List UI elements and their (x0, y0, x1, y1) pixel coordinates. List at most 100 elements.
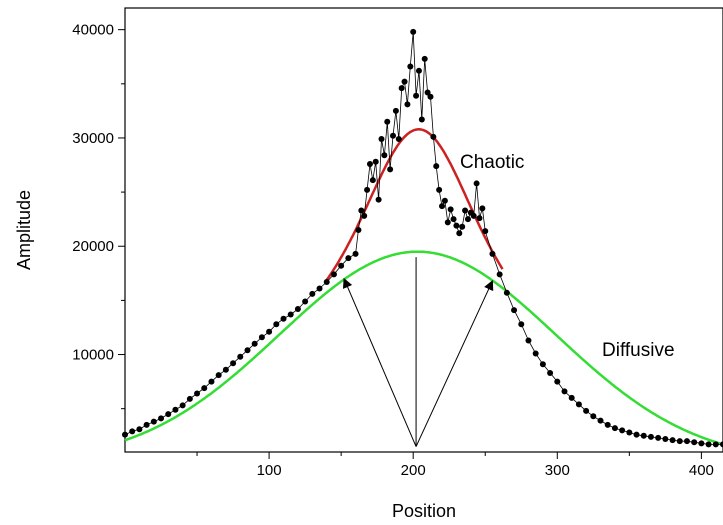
y-tick-label: 20000 (72, 238, 114, 255)
data-point (398, 85, 405, 92)
data-point (395, 136, 402, 143)
data-point (158, 415, 165, 422)
diffusive-fit-curve (124, 250, 723, 446)
data-point (633, 431, 640, 438)
data-point (430, 133, 437, 140)
data-point (364, 186, 371, 193)
data-point (532, 350, 539, 357)
data-point (361, 212, 368, 219)
data-point (387, 166, 394, 173)
data-point (421, 55, 428, 62)
data-point (415, 67, 422, 74)
data-point (352, 250, 359, 257)
data-point (358, 207, 365, 214)
data-point (266, 328, 273, 335)
data-point (258, 334, 265, 341)
x-axis-label: Position (392, 501, 456, 521)
data-point (407, 63, 414, 70)
y-tick-label: 10000 (72, 347, 114, 364)
x-tick-label: 300 (545, 462, 570, 479)
annotation-chaotic: Chaotic (460, 152, 524, 173)
data-point (489, 250, 496, 257)
data-point (150, 418, 157, 425)
curves (124, 128, 723, 446)
data-point (669, 437, 676, 444)
data-point (518, 321, 525, 328)
data-point (698, 440, 705, 447)
data-point (410, 28, 417, 35)
data-point (482, 228, 489, 235)
data-point (404, 101, 411, 108)
data-point (330, 271, 337, 278)
data-point (456, 230, 463, 237)
data-point (179, 402, 186, 409)
plot-area (122, 7, 723, 453)
data-point (436, 186, 443, 193)
data-point (447, 206, 454, 213)
data-point (316, 285, 323, 292)
data-point (604, 421, 611, 428)
plot-frame (124, 7, 723, 453)
data-point (568, 394, 575, 401)
data-point (433, 163, 440, 170)
arrows (342, 257, 494, 447)
data-point (165, 411, 172, 418)
y-axis-label: Amplitude (14, 190, 34, 270)
data-point (172, 406, 179, 413)
data-point (355, 227, 362, 233)
data-point (590, 413, 597, 420)
data-point (136, 426, 143, 433)
data-point (369, 177, 376, 184)
data-point (453, 222, 460, 229)
data-point (208, 378, 215, 385)
data-point (662, 436, 669, 443)
data-point (381, 152, 388, 159)
data-point (496, 271, 503, 278)
data-point (401, 78, 408, 85)
data-point (309, 290, 316, 297)
data-point (345, 255, 352, 262)
data-point (450, 216, 457, 223)
x-axis: 100 200 300 400 (196, 452, 714, 479)
x-tick-label: 100 (257, 462, 282, 479)
annotation-diffusive: Diffusive (602, 340, 675, 361)
data-point (554, 378, 561, 385)
data-point (712, 441, 719, 448)
arrow (342, 277, 417, 447)
data-point (375, 196, 382, 203)
data-point (439, 203, 446, 210)
data-point (655, 434, 662, 441)
data-line (124, 31, 723, 445)
data-point (201, 385, 208, 392)
data-point (302, 298, 309, 305)
y-axis: 10000 20000 30000 40000 (72, 22, 125, 410)
data-point (323, 278, 330, 285)
data-point (244, 347, 251, 354)
data-point (215, 372, 222, 379)
data-point (251, 340, 258, 347)
data-point (378, 136, 385, 143)
data-points (122, 28, 723, 448)
data-point (186, 395, 193, 402)
data-point (287, 311, 294, 318)
data-point (441, 197, 448, 204)
data-point (462, 207, 469, 214)
data-point (464, 216, 471, 223)
data-point (476, 215, 483, 222)
data-point (143, 421, 150, 428)
data-point (583, 407, 590, 414)
data-point (372, 158, 379, 165)
data-point (575, 401, 582, 408)
data-point (230, 360, 237, 367)
data-point (597, 417, 604, 424)
data-point (222, 366, 229, 373)
data-point (194, 390, 201, 397)
data-point (427, 93, 434, 100)
data-point (384, 118, 391, 125)
data-point (338, 262, 345, 269)
y-tick-label: 30000 (72, 130, 114, 147)
data-point (237, 353, 244, 360)
data-point (418, 116, 425, 123)
data-point (273, 321, 280, 328)
